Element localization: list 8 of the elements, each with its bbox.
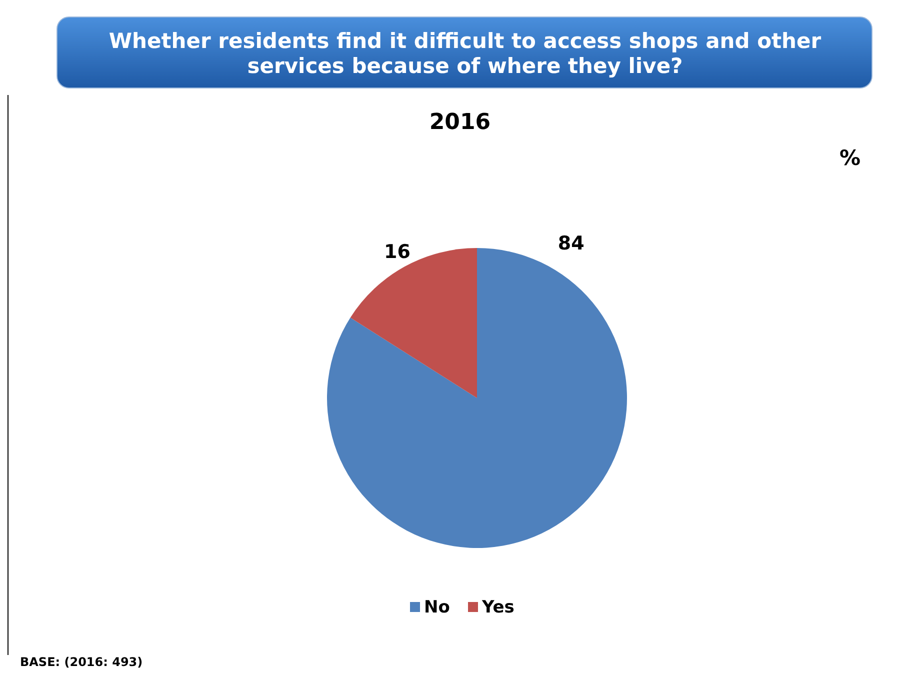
text: % <box>839 146 861 170</box>
chart-title: Whether residents find it difficult to access shops and other services because of where they live? <box>108 29 822 78</box>
data-label: 16 <box>384 241 410 264</box>
data-label: 84 <box>558 232 584 255</box>
text: BASE: (2016: 493) <box>20 655 143 669</box>
legend-label: Yes <box>481 598 514 618</box>
chart-subtitle: 2016 <box>429 110 491 135</box>
legend-label: No <box>424 598 450 618</box>
